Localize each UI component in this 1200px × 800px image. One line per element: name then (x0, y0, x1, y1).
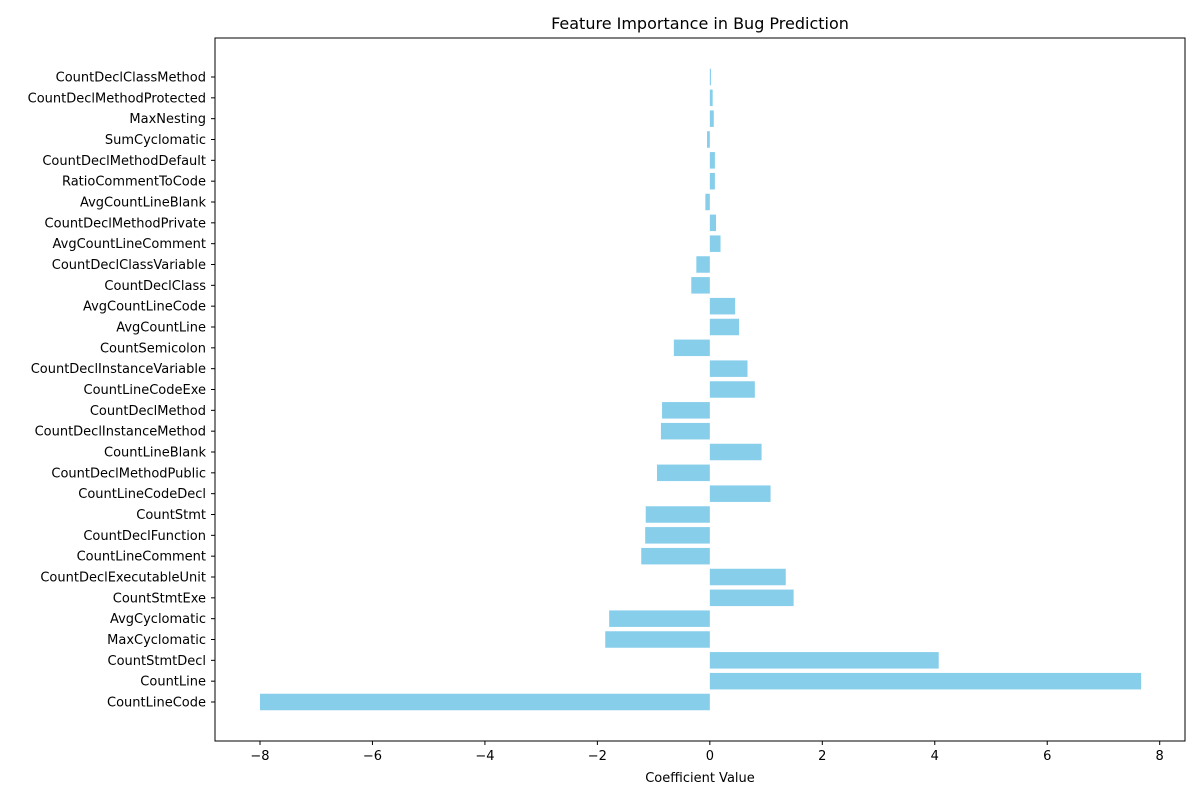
bar-RatioCommentToCode (709, 172, 715, 190)
bar-CountDeclExecutableUnit (709, 568, 786, 586)
y-tick-label: CountDeclMethodProtected (28, 91, 206, 106)
y-tick-label: CountStmt (136, 508, 206, 523)
bar-CountSemicolon (673, 339, 710, 357)
x-tick-label: −4 (475, 749, 494, 764)
y-tick-label: CountDeclClass (104, 279, 206, 294)
bar-CountDeclMethodPrivate (709, 214, 717, 232)
bar-CountStmtExe (709, 589, 794, 607)
y-tick-label: CountLineCode (107, 696, 206, 711)
bar-CountLineCodeDecl (709, 485, 771, 502)
y-axis-ticks: CountLineCode CountLine CountStmtDecl MaxCy… (28, 71, 215, 711)
y-tick-label: CountStmtExe (113, 591, 206, 606)
x-tick-label: 8 (1156, 749, 1164, 764)
y-tick-label: CountDeclClassVariable (52, 258, 206, 273)
bar-AvgCountLineCode (709, 297, 736, 315)
y-tick-label: AvgCountLineCode (83, 300, 206, 315)
bar-CountDeclInstanceVariable (709, 360, 748, 377)
y-tick-label: CountStmtDecl (108, 654, 206, 669)
x-tick-label: −6 (363, 749, 382, 764)
y-tick-label: AvgCountLineBlank (80, 196, 207, 211)
plot-frame (214, 37, 1186, 742)
bar-CountDeclMethodProtected (709, 89, 713, 107)
bar-CountLineCode (259, 693, 710, 711)
bar-CountLineBlank (709, 443, 762, 461)
y-tick-label: CountDeclMethodPublic (51, 466, 206, 481)
y-tick-label: MaxCyclomatic (107, 633, 206, 648)
x-tick-label: −2 (588, 749, 607, 764)
y-tick-label: AvgCountLine (116, 321, 206, 336)
x-tick-label: 0 (706, 749, 714, 764)
bar-CountLine (709, 672, 1142, 690)
bar-CountDeclClassMethod (709, 68, 711, 86)
y-tick-label: CountDeclClassMethod (56, 71, 206, 86)
bar-AvgCountLineBlank (705, 193, 710, 211)
y-tick-label: AvgCountLineComment (53, 237, 206, 252)
y-tick-label: CountSemicolon (100, 341, 206, 356)
y-tick-label: CountDeclMethod (90, 404, 206, 419)
y-tick-label: CountDeclFunction (83, 529, 206, 544)
y-tick-label: AvgCyclomatic (110, 612, 206, 627)
y-tick-label: SumCyclomatic (105, 133, 206, 148)
bar-CountStmt (645, 506, 710, 523)
bar-AvgCountLineComment (709, 235, 721, 252)
bar-CountStmtDecl (709, 652, 939, 669)
y-tick-label: MaxNesting (129, 112, 206, 127)
bar-CountDeclMethodPublic (656, 464, 710, 482)
y-tick-label: CountLineComment (77, 550, 206, 565)
bar-CountLineComment (641, 547, 710, 565)
y-tick-label: CountDeclMethodPrivate (45, 216, 206, 231)
bar-AvgCountLine (709, 318, 740, 336)
x-tick-label: 6 (1043, 749, 1051, 764)
chart-title: Feature Importance in Bug Prediction (551, 14, 849, 33)
x-axis-ticks: −8 −6 −4 −2 0 2 4 6 8 (250, 741, 1164, 764)
x-tick-label: 2 (818, 749, 826, 764)
bar-AvgCyclomatic (609, 610, 710, 627)
bars-group (259, 68, 1142, 711)
bar-CountDeclClass (691, 277, 710, 294)
x-tick-label: 4 (931, 749, 939, 764)
bar-SumCyclomatic (707, 131, 710, 148)
bar-CountDeclFunction (645, 527, 710, 544)
y-tick-label: CountLine (140, 675, 206, 690)
y-tick-label: CountDeclInstanceVariable (31, 362, 206, 377)
y-tick-label: CountDeclMethodDefault (42, 154, 206, 169)
bar-CountDeclInstanceMethod (660, 422, 710, 440)
y-tick-label: CountDeclExecutableUnit (40, 571, 206, 586)
y-tick-label: CountDeclInstanceMethod (35, 425, 206, 440)
y-tick-label: CountLineCodeDecl (78, 487, 206, 502)
y-tick-label: CountLineCodeExe (84, 383, 206, 398)
bar-CountDeclClassVariable (696, 256, 710, 273)
x-axis-label: Coefficient Value (645, 771, 755, 786)
y-tick-label: CountLineBlank (104, 446, 206, 461)
x-tick-label: −8 (250, 749, 269, 764)
bar-MaxCyclomatic (605, 631, 710, 648)
bar-MaxNesting (709, 110, 714, 127)
bar-CountDeclMethod (662, 402, 710, 419)
bar-CountLineCodeExe (709, 381, 755, 398)
y-tick-label: RatioCommentToCode (62, 175, 206, 190)
bar-CountDeclMethodDefault (709, 152, 715, 169)
